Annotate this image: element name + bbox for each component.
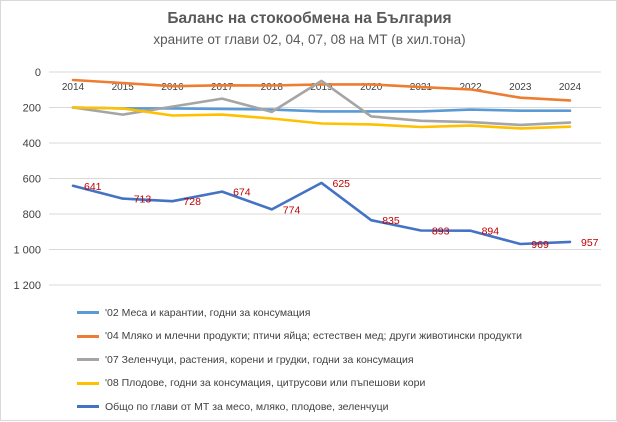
legend-swatch (77, 358, 99, 362)
x-tick-label: 2022 (459, 82, 482, 93)
legend-item: '02 Меса и карантии, годни за консумация (77, 301, 522, 325)
legend-label: Общо по глави от МТ за месо, мляко, плод… (105, 400, 389, 413)
legend: '02 Меса и карантии, годни за консумация… (77, 301, 522, 419)
data-label: 728 (183, 196, 201, 208)
series-line-2 (71, 78, 572, 102)
x-tick-label: 2024 (559, 82, 582, 93)
y-tick-label: 400 (23, 138, 41, 150)
legend-item: '07 Зеленчуци, растения, корени и грудки… (77, 348, 522, 372)
x-tick-label: 2023 (509, 82, 532, 93)
legend-swatch (77, 334, 99, 338)
series-line-4 (71, 106, 572, 130)
legend-item: '08 Плодове, годни за консумация, цитрус… (77, 372, 522, 396)
x-tick-label: 2020 (360, 82, 383, 93)
legend-item: Общо по глави от МТ за месо, мляко, плод… (77, 395, 522, 419)
legend-label: '02 Меса и карантии, годни за консумация (105, 306, 311, 319)
x-tick-label: 2015 (112, 82, 135, 93)
x-tick-label: 2016 (161, 82, 184, 93)
x-tick-label: 2018 (261, 82, 284, 93)
y-tick-label: 1 000 (13, 245, 41, 257)
legend-label: '08 Плодове, годни за консумация, цитрус… (105, 377, 426, 390)
legend-swatch (77, 311, 99, 315)
legend-item: '04 Мляко и млечни продукти; птичи яйца;… (77, 325, 522, 349)
data-label: 893 (432, 226, 450, 238)
data-label: 969 (531, 239, 549, 251)
y-tick-label: 1 200 (13, 280, 41, 292)
legend-swatch (77, 405, 99, 409)
series-line-3 (71, 79, 572, 127)
data-label: 894 (482, 226, 500, 238)
data-label: 641 (84, 181, 102, 193)
x-tick-label: 2014 (62, 82, 85, 93)
legend-label: '04 Мляко и млечни продукти; птичи яйца;… (105, 330, 523, 343)
data-label: 674 (233, 187, 251, 199)
data-label: 713 (134, 194, 152, 206)
legend-swatch (77, 381, 99, 385)
y-tick-label: 0 (35, 67, 41, 79)
legend-label: '07 Зеленчуци, растения, корени и грудки… (105, 353, 414, 366)
data-label: 625 (333, 178, 351, 190)
chart-subtitle: храните от глави 02, 04, 07, 08 на МТ (в… (153, 32, 466, 47)
data-label: 835 (382, 215, 400, 227)
series-line-5 (71, 181, 572, 246)
chart-title: Баланс на стокообмена на България (167, 10, 452, 27)
data-label: 957 (581, 237, 599, 249)
y-tick-label: 600 (23, 174, 41, 186)
y-tick-label: 800 (23, 209, 41, 221)
y-tick-label: 200 (23, 103, 41, 115)
x-tick-label: 2019 (310, 82, 333, 93)
data-label: 774 (283, 204, 301, 216)
x-tick-label: 2017 (211, 82, 234, 93)
